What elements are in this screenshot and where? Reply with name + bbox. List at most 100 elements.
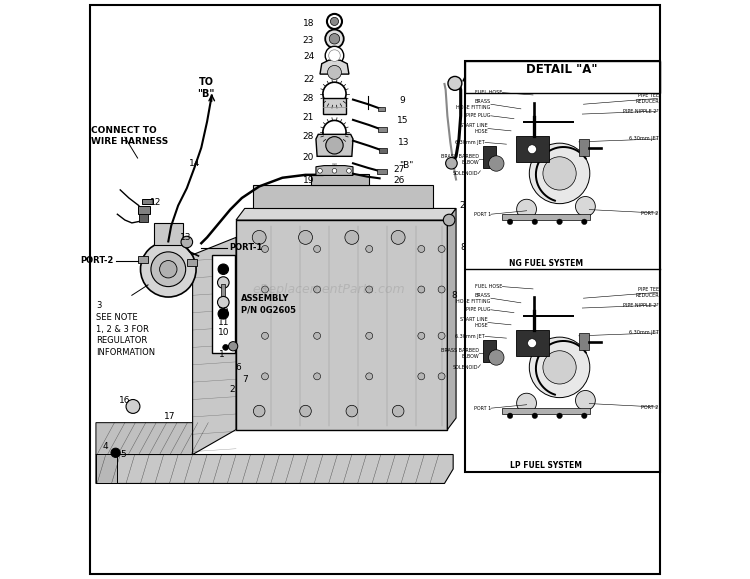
Text: 19: 19: [303, 176, 314, 185]
Text: 13: 13: [180, 233, 191, 242]
Circle shape: [262, 245, 268, 252]
Circle shape: [217, 296, 229, 308]
Text: 27: 27: [394, 164, 405, 174]
Text: 26: 26: [394, 176, 405, 185]
Circle shape: [532, 413, 538, 419]
Polygon shape: [236, 208, 456, 220]
Circle shape: [314, 332, 320, 339]
Text: 8: 8: [460, 243, 466, 252]
Circle shape: [331, 17, 338, 25]
Circle shape: [262, 332, 268, 339]
Circle shape: [300, 405, 311, 417]
Circle shape: [446, 157, 458, 169]
Circle shape: [392, 230, 405, 244]
Circle shape: [298, 230, 313, 244]
Bar: [140, 214, 148, 222]
Polygon shape: [96, 452, 117, 483]
Text: ASSEMBLY
P/N 0G2605: ASSEMBLY P/N 0G2605: [241, 294, 296, 314]
Circle shape: [575, 196, 596, 217]
Circle shape: [160, 261, 177, 278]
Circle shape: [218, 264, 229, 274]
Circle shape: [314, 245, 320, 252]
Text: 9: 9: [399, 96, 405, 105]
Circle shape: [218, 309, 229, 319]
Text: SOLENOID: SOLENOID: [452, 365, 478, 370]
Text: PIPE TEE
REDUCER: PIPE TEE REDUCER: [635, 287, 658, 298]
Text: TO AIR
CLEANER: TO AIR CLEANER: [472, 71, 526, 93]
Circle shape: [314, 373, 320, 380]
Text: 22: 22: [303, 75, 314, 84]
Text: PIPE NIPPLE 2": PIPE NIPPLE 2": [623, 303, 658, 307]
Text: 1: 1: [219, 350, 224, 359]
Circle shape: [140, 241, 196, 297]
Circle shape: [345, 230, 358, 244]
Bar: [515, 330, 548, 356]
Bar: [482, 340, 496, 362]
Circle shape: [438, 373, 445, 380]
Polygon shape: [316, 134, 353, 156]
Text: PIPE TEE
REDUCER: PIPE TEE REDUCER: [635, 93, 658, 104]
Text: 15: 15: [397, 116, 409, 125]
Text: 11: 11: [217, 318, 229, 327]
Text: 23: 23: [303, 36, 314, 45]
Polygon shape: [311, 174, 369, 185]
Text: NG FUEL SYSTEM: NG FUEL SYSTEM: [509, 259, 583, 268]
Circle shape: [326, 46, 344, 65]
Text: 16: 16: [119, 396, 130, 405]
Polygon shape: [254, 185, 433, 208]
Circle shape: [581, 413, 587, 419]
Bar: [377, 169, 386, 174]
Circle shape: [366, 332, 373, 339]
Text: 25: 25: [459, 201, 470, 210]
Circle shape: [366, 245, 373, 252]
Text: CONNECT TO
WIRE HARNESS: CONNECT TO WIRE HARNESS: [92, 126, 169, 146]
Bar: [221, 284, 225, 298]
Circle shape: [366, 286, 373, 293]
Circle shape: [556, 413, 562, 419]
Circle shape: [318, 168, 322, 173]
Text: START LINE
HOSE: START LINE HOSE: [460, 317, 488, 328]
Circle shape: [126, 400, 140, 413]
Circle shape: [111, 448, 120, 457]
Text: 10: 10: [217, 307, 229, 316]
Circle shape: [575, 390, 596, 411]
Polygon shape: [193, 237, 236, 455]
Circle shape: [326, 137, 344, 154]
Circle shape: [507, 219, 513, 225]
Text: 4: 4: [103, 442, 109, 452]
Text: SOLENOID: SOLENOID: [452, 171, 478, 176]
Bar: [142, 199, 153, 204]
Bar: [482, 146, 496, 168]
Circle shape: [443, 214, 455, 226]
Text: "B": "B": [399, 160, 414, 170]
Circle shape: [366, 373, 373, 380]
Circle shape: [252, 230, 266, 244]
Text: 7: 7: [242, 375, 248, 384]
Text: 6.30mm JET: 6.30mm JET: [455, 334, 485, 339]
Bar: [502, 214, 590, 220]
Text: FUEL HOSE: FUEL HOSE: [475, 284, 502, 289]
Circle shape: [262, 373, 268, 380]
Circle shape: [517, 393, 536, 413]
Text: FUEL HOSE: FUEL HOSE: [475, 90, 502, 95]
Text: PORT 2: PORT 2: [641, 211, 658, 215]
Circle shape: [438, 286, 445, 293]
Text: 10: 10: [217, 328, 229, 338]
Circle shape: [392, 405, 404, 417]
Text: 21: 21: [303, 113, 314, 122]
Bar: [579, 140, 589, 156]
Circle shape: [326, 30, 344, 48]
Circle shape: [332, 168, 337, 173]
Bar: [137, 206, 150, 214]
Circle shape: [438, 332, 445, 339]
Circle shape: [530, 143, 590, 204]
Circle shape: [223, 345, 229, 350]
Bar: [379, 127, 386, 132]
Text: 6.30mm JET: 6.30mm JET: [629, 137, 658, 141]
Bar: [379, 148, 387, 153]
Text: BRASS BARBED
ELBOW: BRASS BARBED ELBOW: [441, 154, 479, 164]
Text: 28: 28: [303, 131, 314, 141]
Text: 20: 20: [303, 153, 314, 162]
Text: BRASS
HOSE FITTING: BRASS HOSE FITTING: [457, 293, 490, 303]
Text: 5: 5: [120, 450, 126, 459]
